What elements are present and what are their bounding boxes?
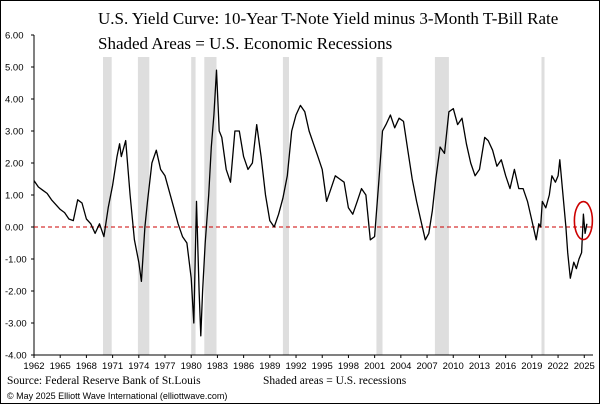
x-tick-label: 1974 [128,361,149,372]
x-tick-label: 1989 [259,361,280,372]
spread-series-line [33,69,588,337]
x-tick-label: 2010 [443,361,464,372]
y-tick-label: -3.00 [5,319,27,330]
recession-shading-layer [103,57,545,355]
y-tick-label: 2.00 [5,159,24,170]
y-tick-labels: 6.00 5.00 4.00 3.00 2.00 1.00 0.00 -1.00 -2.00 -3… [5,31,34,362]
x-tick-label: 2025 [574,361,595,372]
x-tick-label: 1998 [338,361,359,372]
x-tick-label: 2001 [364,361,385,372]
recession-band-7 [541,57,545,355]
x-tick-label: 2019 [521,361,542,372]
recession-band-6 [434,57,449,355]
recession-band-1 [137,57,150,355]
recession-band-3 [204,57,217,355]
recession-band-2 [191,57,196,355]
source-note: Source: Federal Reserve Bank of St.Louis [7,375,201,387]
copyright-note: © May 2025 Elliott Wave International (e… [7,391,227,401]
highlight-circle [573,200,594,241]
x-tick-label: 2007 [416,361,437,372]
y-tick-label: -2.00 [5,287,27,298]
chart-subtitle: Shaded Areas = U.S. Economic Recessions [98,34,392,53]
x-tick-label: 1962 [23,361,44,372]
x-tick-labels: 1962 1965 1968 1971 1974 1977 1980 1983 1986 1989… [23,355,595,372]
recession-band-5 [376,57,383,355]
chart-title: U.S. Yield Curve: 10-Year T-Note Yield m… [98,9,558,28]
x-tick-label: 1968 [76,361,97,372]
y-tick-label: 5.00 [5,63,24,74]
x-tick-label: 1980 [181,361,202,372]
x-tick-label: 1992 [285,361,306,372]
x-tick-label: 2004 [390,361,411,372]
y-tick-label: 1.00 [5,191,24,202]
x-tick-label: 1995 [312,361,333,372]
x-tick-label: 1983 [207,361,228,372]
y-tick-label: 6.00 [5,31,24,42]
y-tick-label: -4.00 [5,351,27,362]
y-tick-label: 4.00 [5,95,24,106]
x-tick-label: 1971 [102,361,123,372]
shaded-areas-note: Shaded areas = U.S. recessions [263,375,407,387]
x-tick-label: 2013 [469,361,490,372]
y-tick-label: -1.00 [5,255,27,266]
recession-band-0 [103,57,112,355]
recession-band-4 [282,57,289,355]
x-tick-label: 1965 [50,361,71,372]
y-tick-label: 0.00 [5,223,24,234]
x-tick-label: 2016 [495,361,516,372]
x-tick-label: 1986 [233,361,254,372]
x-tick-label: 1977 [154,361,175,372]
y-tick-label: 3.00 [5,127,24,138]
x-tick-label: 2022 [547,361,568,372]
axis-layer [33,35,593,356]
